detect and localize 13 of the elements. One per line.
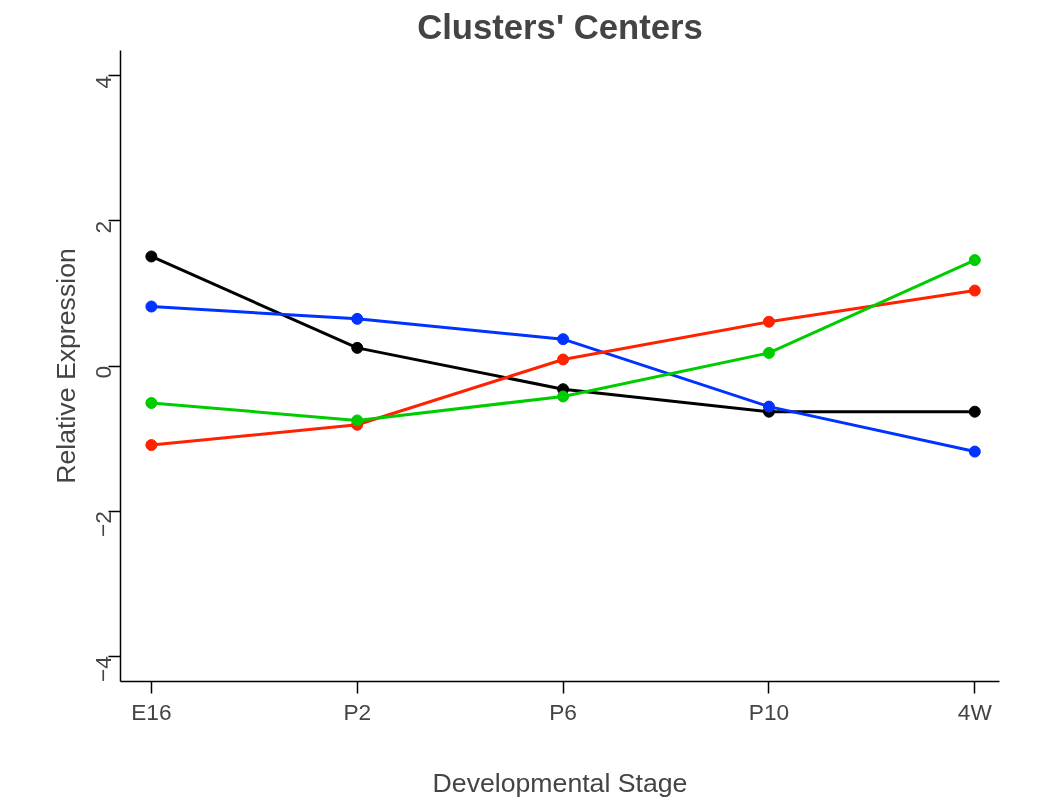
- y-tick-label: 2: [90, 220, 116, 234]
- x-axis-title: Developmental Stage: [432, 767, 688, 798]
- x-tick-label: 4W: [957, 698, 993, 725]
- x-tick-label: E16: [131, 698, 172, 725]
- y-tick-label: 0: [90, 365, 116, 379]
- x-tick-label: P10: [748, 698, 790, 725]
- chart-title: Clusters' Centers: [417, 7, 703, 46]
- x-tick-label: P2: [343, 698, 372, 725]
- y-axis-title: Relative Expression: [50, 248, 81, 484]
- y-tick-label: 4: [90, 75, 116, 89]
- y-tick-label: −4: [90, 656, 116, 682]
- x-tick-label: P6: [549, 698, 577, 725]
- y-tick-label: −2: [90, 511, 116, 537]
